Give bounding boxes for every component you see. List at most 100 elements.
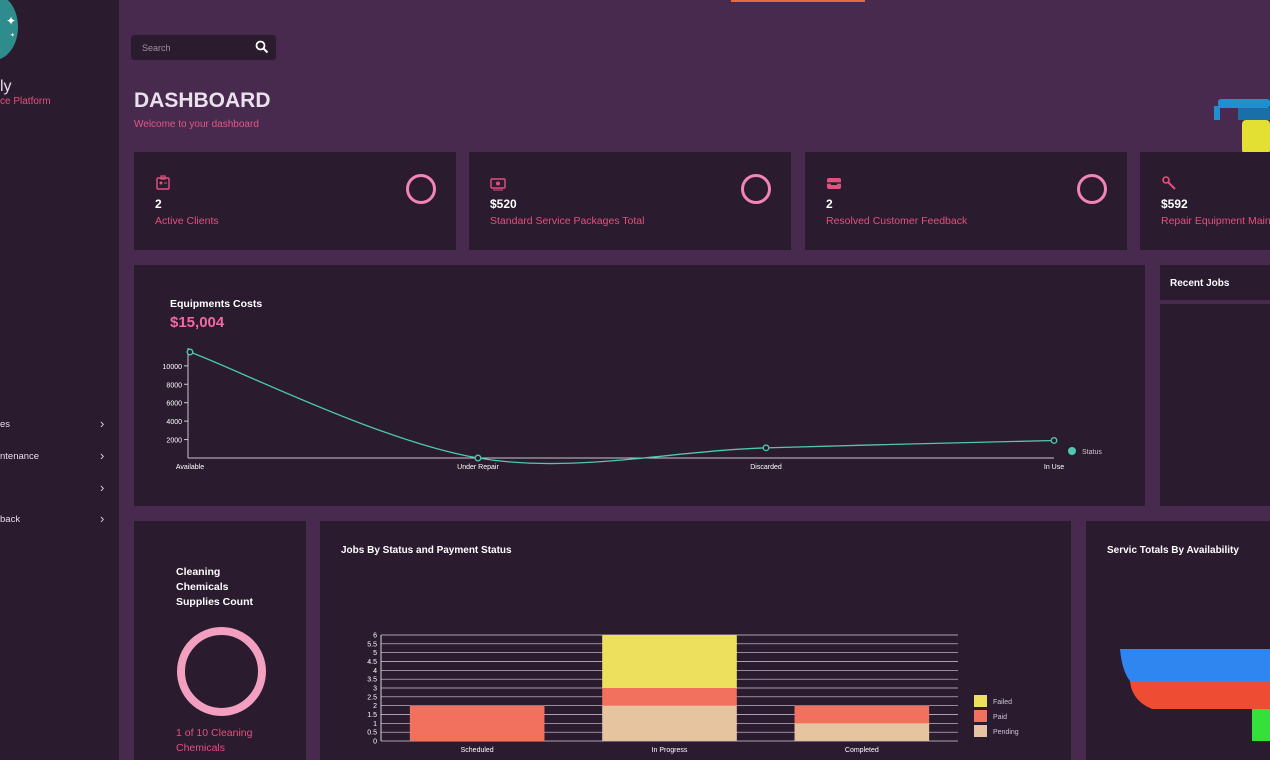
x-tick-label: Available <box>176 464 204 471</box>
service-totals-card: Servic Totals By Availability <box>1086 521 1270 760</box>
x-tick-label: Discarded <box>750 464 782 471</box>
legend-swatch <box>974 695 987 707</box>
stat-label: Standard Service Packages Total <box>490 215 645 227</box>
x-tick-label: In Use <box>1044 464 1064 471</box>
stat-value: $592 <box>1161 197 1188 211</box>
equipment-costs-card: Equipments Costs $15,004 2000 4000 6000 800… <box>134 265 1145 506</box>
x-tick-label: Completed <box>845 747 879 754</box>
page-title: DASHBOARD <box>134 89 271 112</box>
cleaning-title: Cleaning Chemicals Supplies Count <box>176 566 253 608</box>
sidebar-item-collapsed[interactable]: › <box>0 480 119 500</box>
money-icon <box>490 178 506 191</box>
chart-title: Jobs By Status and Payment Status <box>341 545 512 556</box>
sidebar: ✦ ✦ ly ce Platform es › ntenance › › bac… <box>0 0 119 760</box>
funnel-segment <box>1130 681 1270 709</box>
y-tick-label: 3.5 <box>367 677 377 684</box>
equipment-total: $15,004 <box>170 314 225 331</box>
bar-segment <box>602 688 737 706</box>
y-tick-label: 6000 <box>166 401 182 408</box>
data-point <box>186 348 194 356</box>
y-tick-label: 2.5 <box>367 694 377 701</box>
chevron-right-icon: › <box>100 511 105 526</box>
sidebar-item-maintenance[interactable]: ntenance › <box>0 448 119 468</box>
brand-name: ly <box>0 78 12 95</box>
chevron-right-icon: › <box>100 448 105 463</box>
stat-card-service-packages[interactable]: $520 Standard Service Packages Total <box>469 152 791 250</box>
stat-card-active-clients[interactable]: 2 Active Clients <box>134 152 456 250</box>
sidebar-item-services[interactable]: es › <box>0 416 119 436</box>
y-tick-label: 2000 <box>166 438 182 445</box>
sidebar-item-label: es <box>0 419 11 430</box>
funnel-segment <box>1252 709 1270 741</box>
x-tick-label: Scheduled <box>461 747 494 754</box>
stat-card-resolved-feedback[interactable]: 2 Resolved Customer Feedback <box>805 152 1127 250</box>
id-badge-icon <box>156 175 170 190</box>
y-tick-label: 5 <box>373 650 377 657</box>
search-box[interactable]: Search <box>131 35 276 60</box>
legend-swatch <box>974 725 987 737</box>
sidebar-item-feedback[interactable]: back › <box>0 511 119 531</box>
bar-segment <box>794 705 930 724</box>
cleaning-chemicals-card: Cleaning Chemicals Supplies Count 1 of 1… <box>134 521 306 760</box>
y-tick-label: 4.5 <box>367 659 377 666</box>
y-tick-label: 8000 <box>166 382 182 389</box>
y-tick-label: 2 <box>373 703 377 710</box>
chart-title: Equipments Costs <box>170 298 263 310</box>
bar-segment <box>602 635 737 688</box>
funnel-segment <box>1120 649 1270 681</box>
y-tick-label: 4000 <box>166 419 182 426</box>
chart-title: Servic Totals By Availability <box>1107 545 1239 556</box>
inbox-icon <box>827 178 841 189</box>
equipment-costs-chart: 2000 4000 6000 8000 10000 Available Under Repa… <box>163 348 1102 471</box>
brand-logo: ✦ ✦ <box>0 0 18 60</box>
cleaning-count: 1 of 10 Cleaning Chemicals <box>176 727 253 754</box>
wrench-icon <box>1162 176 1176 190</box>
y-tick-label: 4 <box>373 668 377 675</box>
progress-ring <box>177 627 266 716</box>
search-input[interactable]: Search <box>142 43 171 53</box>
divider <box>1160 300 1270 304</box>
chevron-right-icon: › <box>100 480 105 495</box>
top-accent-bar <box>731 0 865 2</box>
search-icon[interactable] <box>255 40 269 54</box>
stat-label: Resolved Customer Feedback <box>826 215 968 227</box>
page-subtitle: Welcome to your dashboard <box>134 119 259 130</box>
chevron-right-icon: › <box>100 416 105 431</box>
legend-label: Status <box>1082 449 1102 456</box>
legend-label: Failed <box>993 699 1012 706</box>
data-point <box>1050 437 1058 444</box>
stat-value: $520 <box>490 197 517 211</box>
series-line <box>189 351 1055 465</box>
legend-swatch <box>974 710 987 722</box>
stat-value: 2 <box>826 197 833 211</box>
sidebar-item-label: ntenance <box>0 451 40 462</box>
y-tick-label: 5.5 <box>367 641 377 648</box>
progress-ring <box>1077 174 1107 204</box>
bar-segment <box>602 705 737 741</box>
recent-jobs-title: Recent Jobs <box>1170 278 1230 289</box>
stat-value: 2 <box>155 197 162 211</box>
y-tick-label: 3 <box>373 686 377 693</box>
jobs-status-card: Jobs By Status and Payment Status 0 0.5 1 1… <box>320 521 1071 760</box>
legend-label: Paid <box>993 714 1007 721</box>
x-tick-label: Under Repair <box>457 464 499 471</box>
stat-label: Repair Equipment Main <box>1161 215 1270 227</box>
x-tick-label: In Progress <box>652 747 688 754</box>
bar-segment <box>409 705 545 741</box>
brand-tagline: ce Platform <box>0 96 51 107</box>
y-tick-label: 6 <box>373 633 377 640</box>
jobs-status-chart: 0 0.5 1 1.5 2 2.53 3.5 4 4.5 5 5.56 Scheduled In Pro… <box>367 633 1019 755</box>
legend-swatch <box>1068 447 1076 455</box>
sparkle-icon: ✦ <box>10 33 16 39</box>
bar-segment <box>794 723 930 741</box>
y-tick-label: 1.5 <box>367 712 377 719</box>
stat-card-repair-equipment[interactable]: $592 Repair Equipment Main <box>1140 152 1270 250</box>
progress-ring <box>741 174 771 204</box>
stat-label: Active Clients <box>155 215 219 227</box>
spray-bottle-icon <box>1214 99 1270 154</box>
data-point <box>474 454 482 462</box>
y-tick-label: 0.5 <box>367 730 377 737</box>
y-tick-label: 0 <box>373 739 377 746</box>
y-tick-label: 10000 <box>163 364 183 371</box>
sparkle-icon: ✦ <box>6 14 17 28</box>
